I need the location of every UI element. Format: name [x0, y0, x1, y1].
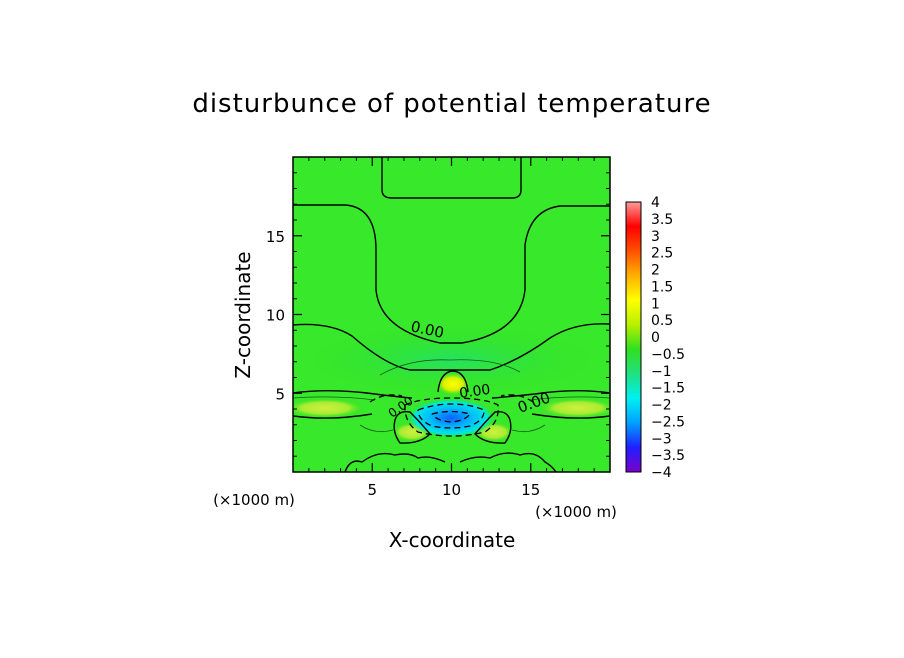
colorbar-tick-label: −1 — [651, 364, 672, 380]
plot-area: 0.00 0.00 0.00 0.00 — [293, 157, 610, 472]
field-feature-warm-band-left — [293, 398, 365, 418]
contour-bottom-wiggle — [344, 452, 557, 472]
colorbar-tick-label: −3 — [651, 431, 672, 447]
contour-neg-core — [431, 410, 472, 423]
contour-mid-bowl — [293, 323, 610, 371]
contour-warm-band-right — [491, 390, 610, 419]
colorbar-tick-label: 1 — [651, 296, 660, 312]
contour-thin-c — [359, 424, 546, 433]
contour-lines — [293, 157, 610, 472]
contour-upper-cap — [381, 157, 522, 199]
x-axis-ticks: 5 10 15 — [308, 157, 595, 499]
colorbar-tick-label: −2 — [651, 398, 672, 414]
contour-thin-a — [293, 396, 610, 401]
contour-thin-b — [379, 359, 521, 376]
contour-warm-band-left — [293, 390, 413, 419]
x-tick-label: 15 — [521, 481, 540, 499]
y-axis-unit: (×1000 m) — [213, 491, 295, 509]
contour-lines-negative — [369, 394, 534, 437]
colorbar-tick-label: 1.5 — [651, 279, 673, 295]
contour-label-core: 0.00 — [458, 382, 491, 402]
colorbar-tick-label: 3 — [651, 229, 660, 245]
x-axis-unit: (×1000 m) — [535, 503, 617, 521]
colorbar-tick-label: −4 — [651, 465, 672, 481]
colorbar-tick-label: −1.5 — [651, 381, 685, 397]
field-feature-warm-core — [435, 372, 471, 396]
colorbar-tick-label: 3.5 — [651, 212, 673, 228]
contour-neg-side-right — [500, 394, 534, 403]
colorbar: 43.532.521.510.50−0.5−1−1.5−2−2.5−3−3.5−… — [625, 195, 685, 481]
colorbar-tick-label: 4 — [651, 195, 660, 211]
y-tick-label: 10 — [266, 307, 285, 325]
contour-neg-outer — [404, 397, 499, 437]
colorbar-tick-label: 2.5 — [651, 246, 673, 262]
x-tick-label: 5 — [367, 481, 377, 499]
contour-lobe-right — [474, 410, 512, 444]
colorbar-tick-label: 0.5 — [651, 313, 673, 329]
field-feature-warm-band-right — [538, 398, 610, 418]
y-tick-label: 15 — [266, 228, 285, 246]
contour-neg-side-left — [369, 394, 403, 403]
colorbar-gradient — [626, 202, 641, 472]
colorbar-tick-label: −0.5 — [651, 347, 685, 363]
contour-upper-bowl — [293, 204, 610, 344]
x-axis-title: X-coordinate — [389, 528, 516, 552]
contour-neg-inner — [417, 403, 485, 429]
colorbar-tick-label: −2.5 — [651, 414, 685, 430]
y-axis-ticks: 5 10 15 — [266, 172, 610, 457]
colorbar-tick-label: 0 — [651, 330, 660, 346]
colorbar-tick-label: 2 — [651, 263, 660, 279]
y-axis-title: Z-coordinate — [231, 251, 255, 378]
field-feature-cold-core — [406, 398, 496, 438]
colorbar-tick-label: −3.5 — [651, 448, 685, 464]
contour-warm-core — [437, 370, 469, 393]
chart-title: disturbunce of potential temperature — [192, 89, 711, 119]
colorbar-frame — [625, 201, 642, 473]
colorbar-tick-labels: 43.532.521.510.50−0.5−1−1.5−2−2.5−3−3.5−… — [651, 195, 685, 481]
x-tick-label: 10 — [442, 481, 461, 499]
contour-lines-thin — [293, 359, 610, 433]
y-tick-label: 5 — [275, 385, 285, 403]
